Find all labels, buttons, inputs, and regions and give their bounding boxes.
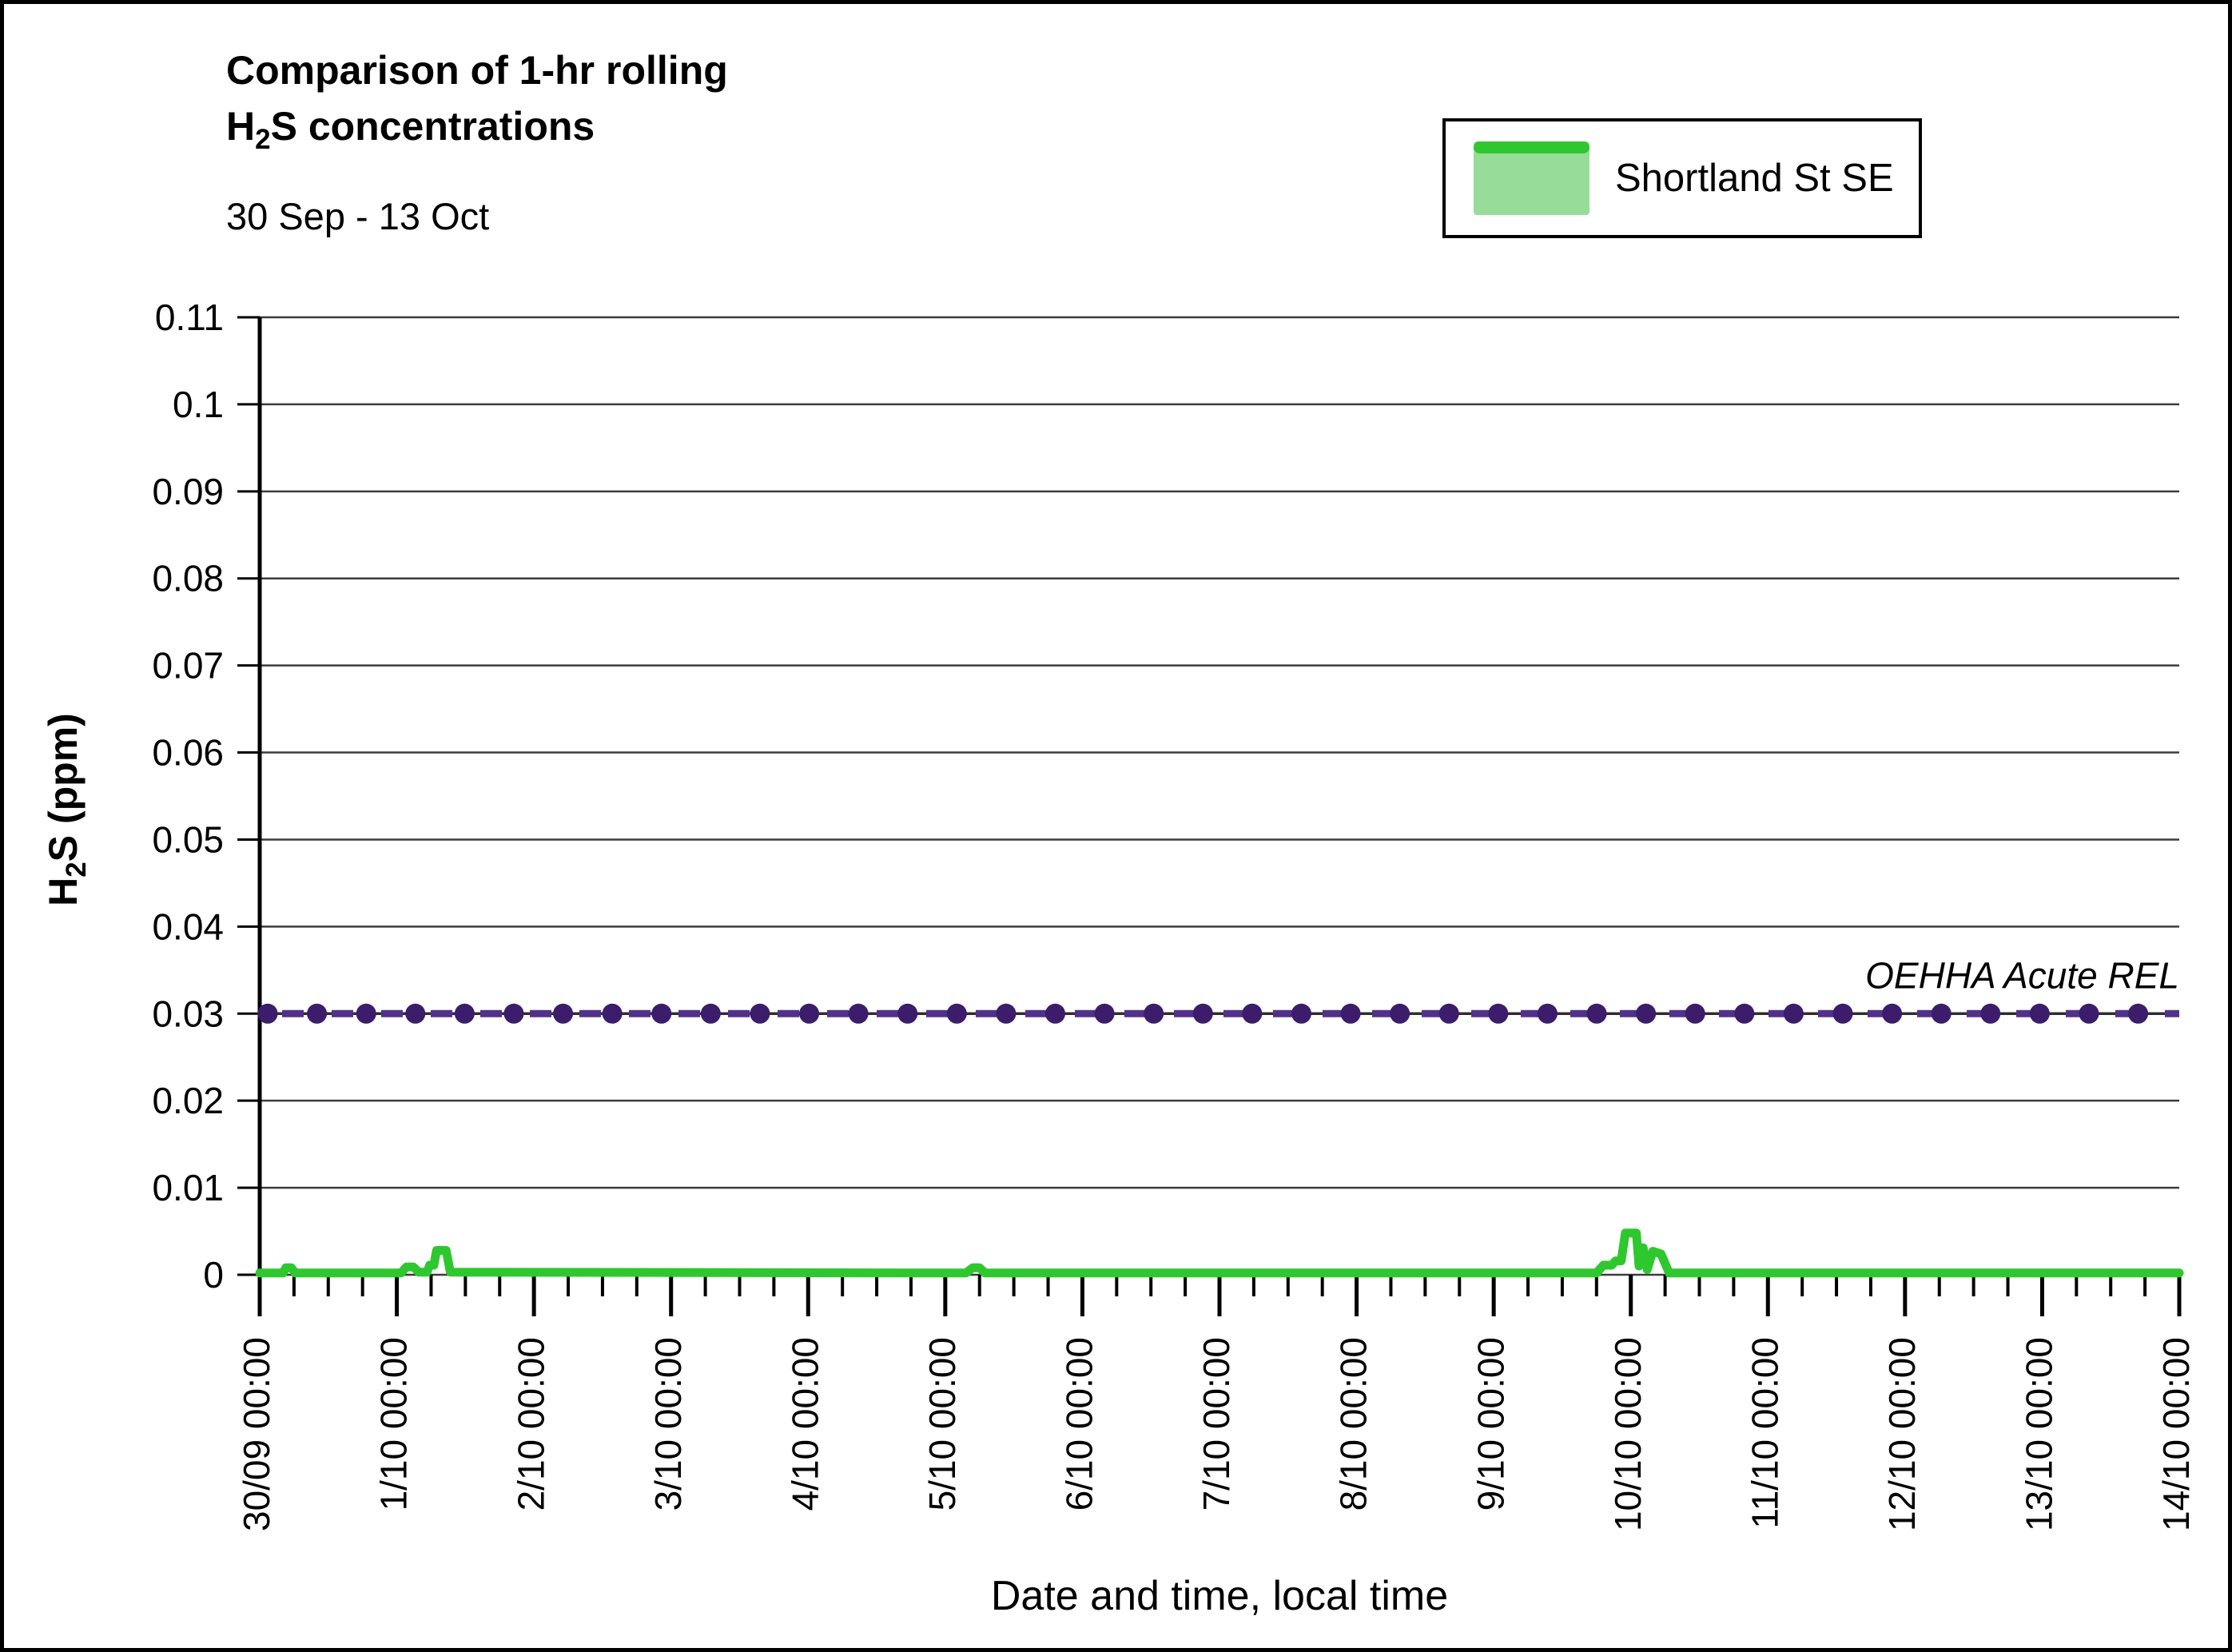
legend-box: Shortland St SE: [1442, 118, 1922, 238]
x-tick-label: 12/10 00:00: [1881, 1337, 1923, 1531]
chart-subtitle: 30 Sep - 13 Oct: [226, 195, 490, 237]
rel-marker: [1734, 1003, 1755, 1024]
x-tick-label: 9/10 00:00: [1470, 1337, 1511, 1511]
rel-marker: [1144, 1003, 1164, 1024]
rel-marker: [1340, 1003, 1361, 1024]
rel-marker: [1488, 1003, 1509, 1024]
rel-marker: [1636, 1003, 1657, 1024]
rel-marker: [307, 1003, 328, 1024]
y-tick-label: 0.1: [173, 384, 224, 425]
y-tick-label: 0.11: [155, 297, 224, 338]
y-tick-label: 0.01: [152, 1167, 224, 1208]
series-line-shortland: [255, 1228, 2184, 1278]
x-tick-label: 4/10 00:00: [784, 1337, 826, 1511]
x-tick-label: 11/10 00:00: [1744, 1337, 1785, 1529]
chart-title-sub2: 2: [255, 124, 271, 155]
legend-swatch-area: [1474, 141, 1589, 215]
rel-marker: [996, 1003, 1017, 1024]
rel-annotation: OEHHA Acute REL: [1865, 954, 2179, 996]
rel-marker: [750, 1003, 770, 1024]
y-tick-label: 0.08: [152, 558, 224, 599]
rel-marker: [405, 1003, 426, 1024]
rel-marker: [1291, 1003, 1311, 1024]
x-tick-label: 14/10 00:00: [2155, 1337, 2197, 1531]
rel-marker: [651, 1003, 672, 1024]
legend-series-label: Shortland St SE: [1615, 157, 1894, 200]
rel-marker: [1192, 1003, 1213, 1024]
rel-marker: [1537, 1003, 1558, 1024]
rel-marker: [602, 1003, 623, 1024]
rel-marker: [1438, 1003, 1459, 1024]
legend-swatch-line: [1474, 141, 1589, 153]
rel-marker: [1586, 1003, 1607, 1024]
rel-marker: [553, 1003, 574, 1024]
rel-marker: [1980, 1003, 2001, 1024]
chart-title-rest: S concentrations: [270, 104, 595, 149]
x-tick-label: 2/10 00:00: [510, 1337, 551, 1511]
y-tick-label: 0.07: [152, 645, 224, 687]
rel-marker: [1045, 1003, 1066, 1024]
rel-marker: [897, 1003, 918, 1024]
x-tick-label: 7/10 00:00: [1196, 1337, 1237, 1511]
rel-marker: [946, 1003, 967, 1024]
rel-marker: [503, 1003, 524, 1024]
rel-marker: [1832, 1003, 1853, 1024]
chart-title-h: H: [226, 104, 256, 149]
y-tick-label: 0.09: [152, 471, 224, 512]
x-tick-label: 1/10 00:00: [373, 1337, 415, 1511]
rel-marker: [1242, 1003, 1263, 1024]
rel-marker: [1882, 1003, 1903, 1024]
y-tick-label: 0.02: [152, 1080, 224, 1121]
x-tick-label: 10/10 00:00: [1607, 1337, 1649, 1531]
y-tick-label: 0.03: [152, 993, 224, 1034]
rel-marker: [848, 1003, 869, 1024]
x-tick-label: 13/10 00:00: [2019, 1337, 2060, 1531]
rel-marker: [1783, 1003, 1804, 1024]
y-tick-label: 0: [203, 1254, 224, 1296]
chart-title-line1: Comparison of 1-hr rolling: [226, 48, 728, 93]
y-tick-label: 0.06: [152, 732, 224, 774]
chart-title-line2: H2S concentrations: [226, 106, 595, 153]
rel-marker: [700, 1003, 721, 1024]
rel-marker: [1094, 1003, 1115, 1024]
y-tick-label: 0.04: [152, 906, 224, 947]
rel-marker: [1685, 1003, 1705, 1024]
chart-canvas: 0 0.01 0.02 0.03 0.04 0.05 0.06 0.07 0.08 0.09 0.1…: [152, 297, 2197, 1531]
rel-marker: [356, 1003, 376, 1024]
x-tick-label: 30/09 00:00: [236, 1337, 277, 1531]
x-tick-label: 3/10 00:00: [647, 1337, 689, 1511]
rel-marker: [799, 1003, 820, 1024]
x-axis-title: Date and time, local time: [990, 1573, 1449, 1619]
rel-marker: [1390, 1003, 1410, 1024]
rel-marker: [2029, 1003, 2050, 1024]
rel-marker: [454, 1003, 475, 1024]
rel-marker: [2079, 1003, 2099, 1024]
x-tick-label: 5/10 00:00: [921, 1337, 963, 1511]
x-tick-label: 8/10 00:00: [1333, 1337, 1375, 1511]
x-tick-label: 6/10 00:00: [1059, 1337, 1100, 1511]
y-tick-label: 0.05: [152, 818, 224, 860]
rel-marker: [1931, 1003, 1952, 1024]
rel-marker: [2128, 1003, 2149, 1024]
rel-marker: [257, 1003, 278, 1024]
